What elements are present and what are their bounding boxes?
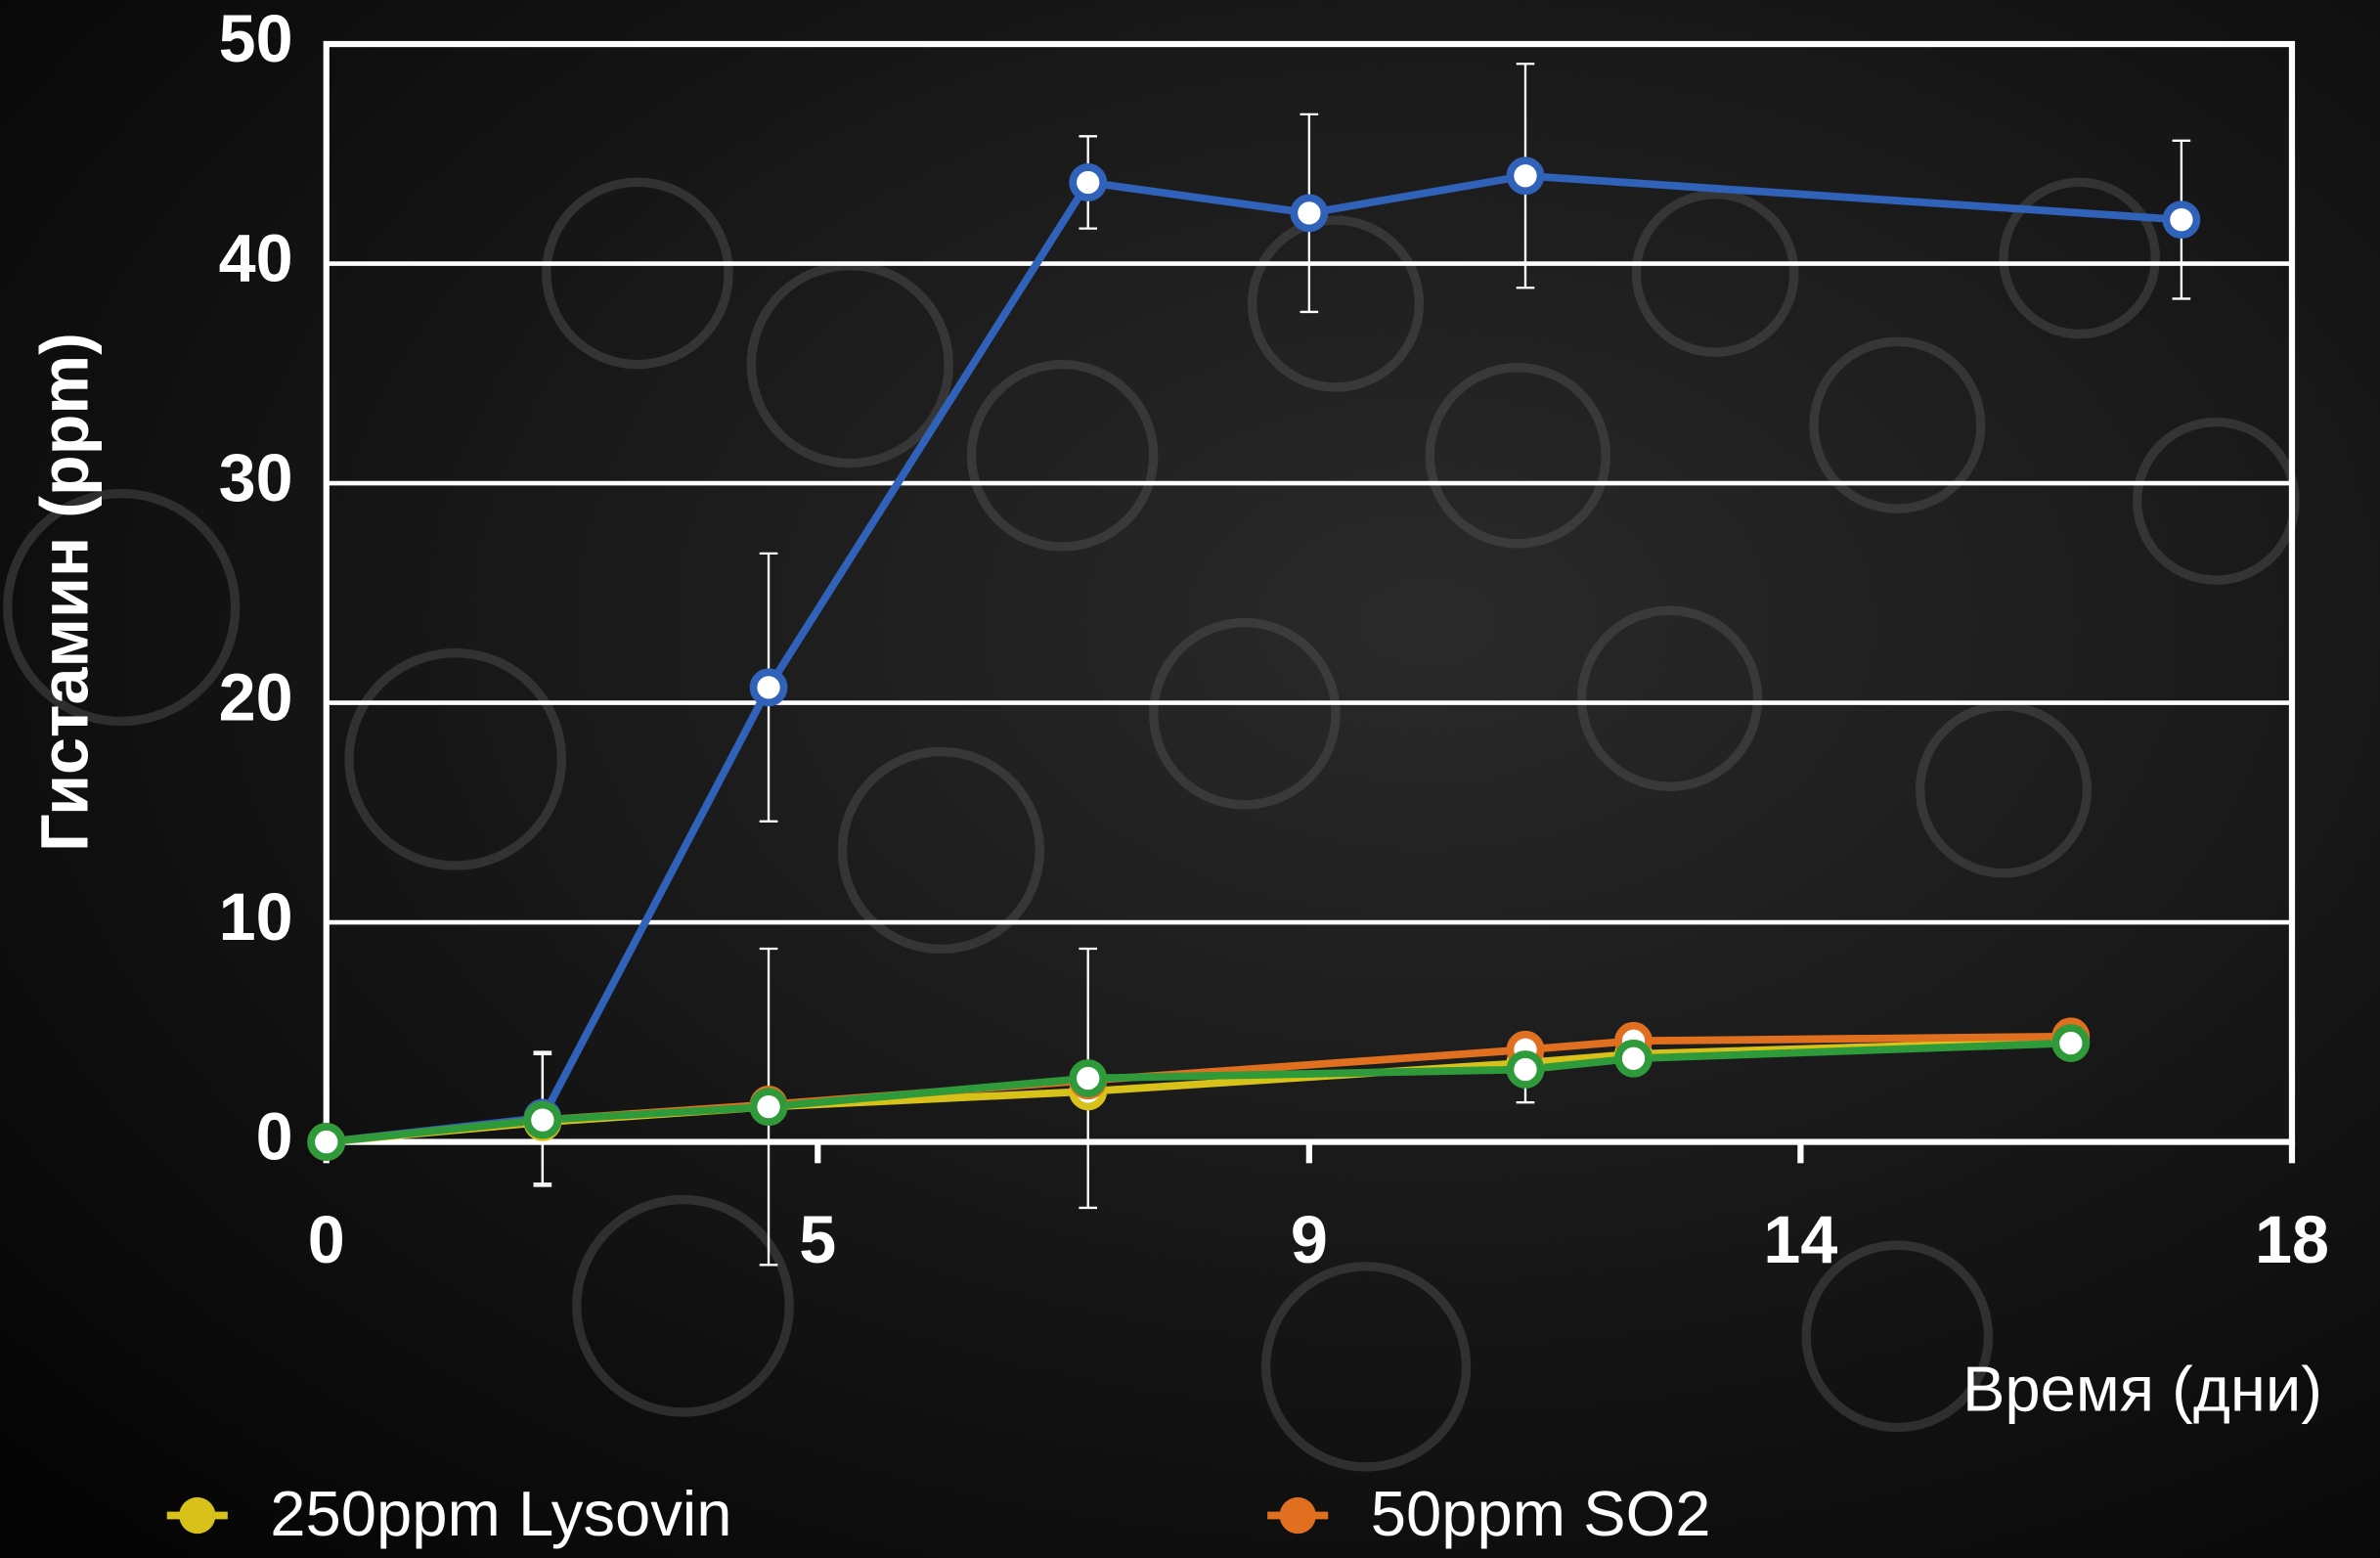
data-point	[1073, 1063, 1103, 1093]
y-axis-title: Гистамин (ppm)	[27, 333, 102, 852]
data-point	[527, 1105, 557, 1135]
y-tick-label: 50	[219, 2, 293, 76]
data-point	[1294, 198, 1324, 228]
data-point	[311, 1127, 341, 1157]
y-tick-label: 10	[219, 880, 293, 955]
legend-label: 50ppm SO2	[1371, 1478, 1711, 1549]
data-point	[1618, 1044, 1649, 1074]
data-point	[1510, 160, 1540, 191]
x-axis-title: Время (дни)	[1962, 1354, 2322, 1425]
data-point	[1073, 167, 1103, 198]
page: {"chart_data": {"type": "line", "x_label…	[0, 0, 2380, 1558]
y-tick-label: 40	[219, 222, 293, 296]
x-tick-label: 18	[2255, 1203, 2329, 1277]
x-tick-label: 9	[1291, 1203, 1328, 1277]
x-tick-label: 5	[799, 1203, 836, 1277]
background	[0, 0, 2380, 1558]
data-point	[2166, 204, 2196, 235]
data-point	[2055, 1028, 2086, 1058]
y-tick-label: 0	[256, 1100, 293, 1175]
y-tick-label: 30	[219, 441, 293, 515]
data-point	[1510, 1054, 1540, 1085]
legend-label: 250ppm Lysovin	[270, 1478, 731, 1549]
x-tick-label: 14	[1763, 1203, 1837, 1277]
x-tick-label: 0	[308, 1203, 345, 1277]
y-tick-label: 20	[219, 661, 293, 735]
chart: Гистамин (ppm) Время (дни) 0 10 20 30 40 50 0 5…	[0, 0, 2380, 1558]
data-point	[754, 672, 784, 702]
data-point	[754, 1091, 784, 1122]
